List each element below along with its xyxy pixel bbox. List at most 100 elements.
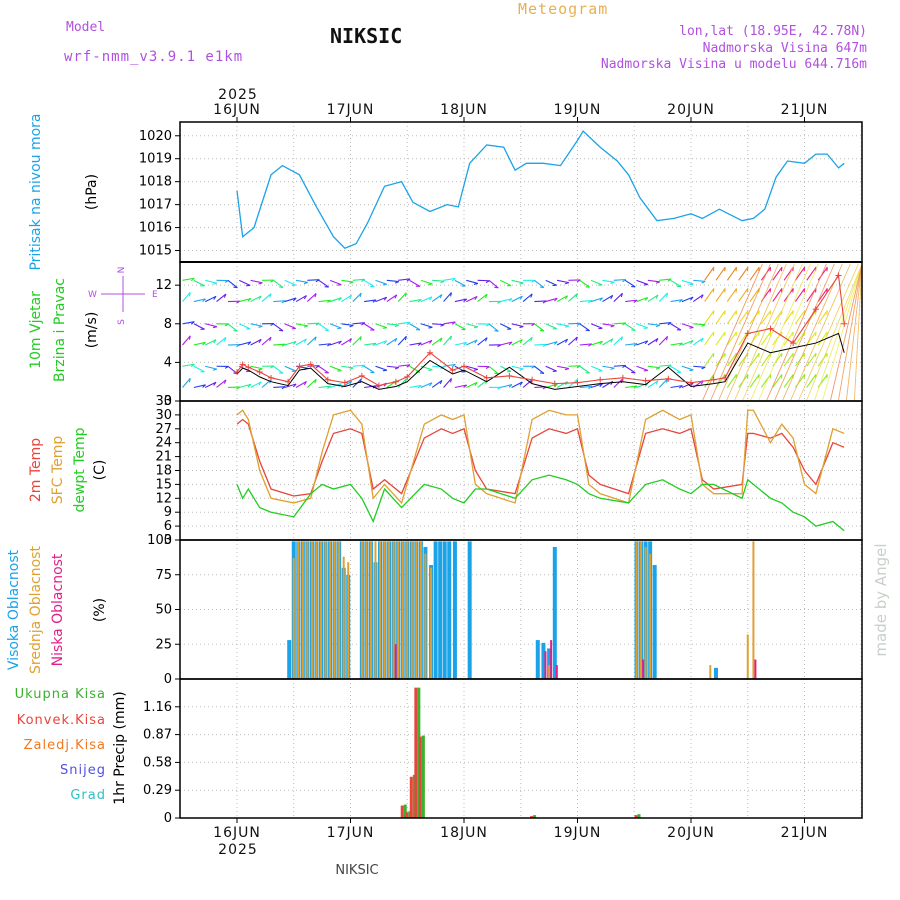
- wind-arrow: [182, 363, 195, 367]
- wind-arrow: [783, 374, 794, 388]
- wind-gust-marker: [642, 377, 649, 384]
- wind-gust-marker: [375, 382, 382, 389]
- wind-arrow: [590, 340, 603, 346]
- wind-arrow: [205, 279, 217, 284]
- wind-arrow: [693, 323, 706, 326]
- wind-arrow-head: [429, 296, 433, 301]
- wind-arrow-head: [394, 366, 399, 370]
- wind-arrow: [182, 321, 195, 325]
- wind-arrow: [295, 279, 308, 283]
- day-label-bottom: 16JUN: [213, 825, 261, 841]
- wind-arrow-head: [314, 293, 317, 298]
- mid-cloud-bar: [410, 541, 413, 679]
- footer-station: NIKSIC: [335, 863, 378, 878]
- wind-arrow: [306, 378, 317, 388]
- wind-arrow: [466, 381, 478, 388]
- wind-arrow: [409, 342, 422, 346]
- wind-arrow: [715, 266, 726, 281]
- wind-arrow: [409, 384, 422, 389]
- wind-arrow: [760, 310, 771, 325]
- temp-dewpt-line: [236, 474, 845, 532]
- wind-arrow-head: [655, 281, 660, 284]
- high-cloud-bar: [433, 541, 438, 679]
- wind-arrow: [545, 365, 557, 372]
- day-label-bottom: 18JUN: [440, 825, 488, 841]
- wind-arrow-head: [233, 286, 238, 289]
- cloud-ylabel-2: Niska Oblacnost: [50, 553, 66, 666]
- lonlat-label: lon,lat (18.95E, 42.78N): [679, 24, 867, 39]
- wind-arrow-head: [564, 338, 569, 343]
- wind-arrow: [431, 379, 443, 388]
- wind-arrow-head: [394, 294, 398, 299]
- wind-arrow-head: [247, 341, 252, 346]
- wind-arrow: [534, 300, 547, 303]
- wind-arrow: [284, 323, 296, 329]
- total-rain-bar: [408, 811, 412, 818]
- temp-unit: (C): [92, 460, 108, 481]
- wind-arrow-head: [314, 336, 317, 341]
- wind-arrow: [624, 365, 636, 374]
- wind-arrow: [636, 323, 648, 329]
- wind-arrow: [749, 288, 760, 302]
- mid-cloud-bar: [319, 541, 322, 679]
- wind-arrow: [772, 374, 783, 388]
- wind-arrow-head: [258, 282, 263, 285]
- high-cloud-bar: [713, 667, 718, 679]
- wind-arrow: [375, 323, 387, 329]
- wind-arrow-head: [474, 339, 478, 344]
- low-cloud-bar: [544, 651, 547, 679]
- precip-legend-2: Zaledj.Kisa: [24, 738, 106, 753]
- wind-arrow: [205, 365, 217, 370]
- wind-arrow: [511, 339, 523, 346]
- wind-arrow-head: [383, 340, 388, 345]
- wind-arrow: [454, 279, 466, 287]
- panel-grid-0: [179, 122, 862, 262]
- wind-arrow-head: [349, 367, 354, 370]
- wind-arrow: [352, 336, 362, 346]
- cloud-ylabel-0: Visoka Oblacnost: [6, 549, 22, 670]
- day-label-top: 17JUN: [327, 102, 375, 118]
- wind-arrow-head: [212, 368, 218, 371]
- wind-arrow-head: [190, 363, 195, 368]
- wind-arrow: [420, 296, 433, 303]
- wind-arrow-head: [315, 365, 320, 369]
- wind-gust-marker: [619, 374, 626, 381]
- wind-arrow-head: [406, 278, 411, 282]
- wind-arrow-head: [678, 299, 683, 303]
- wind-arrow: [590, 323, 603, 329]
- wind-arrow-head: [473, 282, 478, 285]
- wind-arrow-head: [440, 280, 445, 284]
- wind-arrow: [681, 340, 694, 346]
- wind-arrow-head: [292, 383, 297, 388]
- wind-gust-marker: [285, 378, 292, 385]
- wind-arrow: [511, 365, 524, 370]
- low-cloud-bar: [555, 665, 558, 679]
- wind-arrow: [806, 374, 817, 388]
- wind-arrow-head: [406, 364, 411, 368]
- wind-arrow: [681, 323, 694, 329]
- wind-arrow: [624, 323, 636, 331]
- day-label-top: 21JUN: [781, 102, 829, 118]
- wind-arrow: [250, 365, 263, 370]
- mid-cloud-bar: [392, 541, 395, 679]
- wind-arrow: [375, 365, 387, 371]
- wind-gust-marker: [461, 363, 467, 370]
- y-tick-label-0: 1020: [139, 129, 172, 144]
- wind-arrow: [318, 279, 329, 288]
- wind-arrow: [341, 279, 354, 283]
- wind-arrow-head: [394, 338, 398, 343]
- wind-arrow: [443, 292, 452, 302]
- mid-cloud-bar: [301, 541, 304, 679]
- wind-arrow-head: [633, 343, 638, 347]
- y-tick-label-2: 33: [155, 394, 172, 409]
- wind-arrow-head: [473, 368, 478, 371]
- y-tick-label-0: 1018: [139, 175, 172, 190]
- wind-arrow: [432, 365, 445, 368]
- wind-arrow-head: [258, 295, 262, 300]
- y-tick-label-4: 1.16: [143, 700, 172, 715]
- wind-arrow: [488, 365, 499, 375]
- wind-arrow: [579, 299, 592, 303]
- temp-ylabel-1: SFC Temp: [50, 436, 66, 505]
- wind-arrow: [545, 297, 558, 303]
- panel-frame-4: [179, 678, 863, 819]
